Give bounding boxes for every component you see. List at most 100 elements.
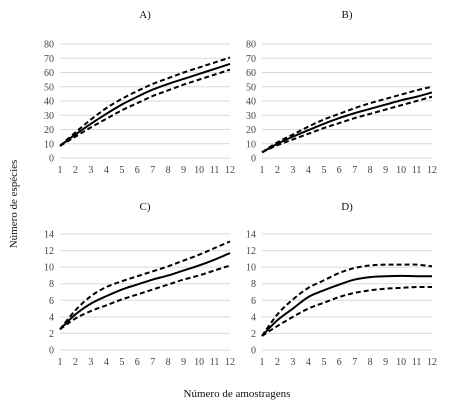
- y-tick-label: 0: [251, 154, 256, 165]
- x-tick-label: 2: [73, 165, 78, 176]
- x-tick-label: 11: [210, 165, 220, 176]
- y-tick-label: 50: [246, 82, 256, 93]
- x-tick-label: 7: [150, 357, 155, 368]
- solid-series-line-1: [261, 274, 433, 337]
- x-tick-label: 2: [73, 357, 78, 368]
- x-tick-label: 4: [104, 165, 109, 176]
- x-tick-label: 7: [352, 357, 357, 368]
- y-tick-label: 6: [49, 296, 54, 307]
- x-tick-label: 3: [88, 165, 93, 176]
- y-tick-label: 80: [246, 40, 256, 51]
- y-tick-label: 0: [251, 346, 256, 357]
- x-tick-label: 12: [427, 165, 437, 176]
- x-tick-label: 1: [58, 357, 63, 368]
- x-tick-label: 2: [275, 357, 280, 368]
- x-tick-label: 8: [368, 357, 373, 368]
- x-tick-label: 3: [290, 165, 295, 176]
- x-tick-label: 10: [194, 357, 204, 368]
- x-tick-label: 5: [321, 357, 326, 368]
- y-tick-label: 40: [44, 97, 54, 108]
- x-tick-label: 5: [119, 357, 124, 368]
- x-tick-label: 6: [135, 357, 140, 368]
- x-tick-label: 9: [383, 357, 388, 368]
- panel-title: D): [341, 201, 353, 213]
- y-axis-label: Número de espécies: [8, 159, 20, 249]
- x-tick-label: 9: [181, 165, 186, 176]
- x-tick-label: 4: [104, 357, 109, 368]
- y-tick-label: 30: [44, 111, 54, 122]
- x-tick-label: 6: [135, 165, 140, 176]
- x-tick-label: 4: [306, 165, 311, 176]
- x-tick-label: 7: [150, 165, 155, 176]
- y-tick-label: 14: [246, 230, 256, 241]
- x-tick-label: 4: [306, 357, 311, 368]
- panel-title: C): [140, 201, 151, 213]
- x-tick-label: 10: [396, 357, 406, 368]
- x-tick-label: 11: [412, 357, 422, 368]
- x-tick-label: 1: [260, 165, 265, 176]
- y-tick-label: 14: [44, 230, 54, 241]
- dashed-series-line-2: [261, 95, 433, 154]
- y-tick-label: 2: [49, 329, 54, 340]
- y-tick-label: 8: [49, 279, 54, 290]
- x-tick-label: 3: [88, 357, 93, 368]
- y-tick-label: 6: [251, 296, 256, 307]
- y-tick-label: 10: [246, 139, 256, 150]
- y-tick-label: 2: [251, 329, 256, 340]
- y-tick-label: 40: [246, 97, 256, 108]
- panel-title: B): [342, 9, 353, 21]
- x-tick-label: 6: [337, 357, 342, 368]
- x-tick-label: 11: [210, 357, 220, 368]
- dashed-series-line-2: [59, 68, 231, 147]
- y-tick-label: 60: [44, 68, 54, 79]
- y-tick-label: 70: [44, 54, 54, 65]
- solid-series-line-1: [261, 91, 433, 154]
- x-tick-label: 1: [260, 357, 265, 368]
- y-tick-label: 4: [251, 312, 256, 323]
- y-tick-label: 10: [44, 263, 54, 274]
- y-tick-label: 60: [246, 68, 256, 79]
- dashed-series-line-2: [261, 285, 433, 337]
- x-axis-label: Número de amostragens: [183, 388, 291, 400]
- dashed-series-line-0: [261, 85, 433, 154]
- x-tick-label: 5: [119, 165, 124, 176]
- dashed-series-line-0: [59, 240, 231, 330]
- x-tick-label: 9: [383, 165, 388, 176]
- x-tick-label: 6: [337, 165, 342, 176]
- solid-series-line-1: [59, 62, 231, 147]
- x-tick-label: 8: [166, 165, 171, 176]
- panel-title: A): [139, 9, 151, 21]
- y-tick-label: 70: [246, 54, 256, 65]
- x-tick-label: 1: [58, 165, 63, 176]
- dashed-series-line-0: [59, 56, 231, 147]
- y-tick-label: 20: [44, 125, 54, 136]
- dashed-series-line-2: [59, 264, 231, 331]
- y-tick-label: 10: [246, 263, 256, 274]
- y-tick-label: 12: [246, 246, 256, 257]
- y-tick-label: 12: [44, 246, 54, 257]
- y-tick-label: 0: [49, 346, 54, 357]
- x-tick-label: 9: [181, 357, 186, 368]
- y-tick-label: 20: [246, 125, 256, 136]
- x-tick-label: 8: [166, 357, 171, 368]
- x-tick-label: 10: [194, 165, 204, 176]
- x-tick-label: 7: [352, 165, 357, 176]
- y-tick-label: 8: [251, 279, 256, 290]
- x-tick-label: 5: [321, 165, 326, 176]
- y-tick-label: 80: [44, 40, 54, 51]
- y-tick-label: 0: [49, 154, 54, 165]
- y-tick-label: 10: [44, 139, 54, 150]
- solid-series-line-1: [59, 252, 231, 331]
- x-tick-label: 11: [412, 165, 422, 176]
- x-tick-label: 12: [225, 357, 235, 368]
- x-tick-label: 12: [225, 165, 235, 176]
- y-tick-label: 50: [44, 82, 54, 93]
- x-tick-label: 10: [396, 165, 406, 176]
- x-tick-label: 8: [368, 165, 373, 176]
- x-tick-label: 3: [290, 357, 295, 368]
